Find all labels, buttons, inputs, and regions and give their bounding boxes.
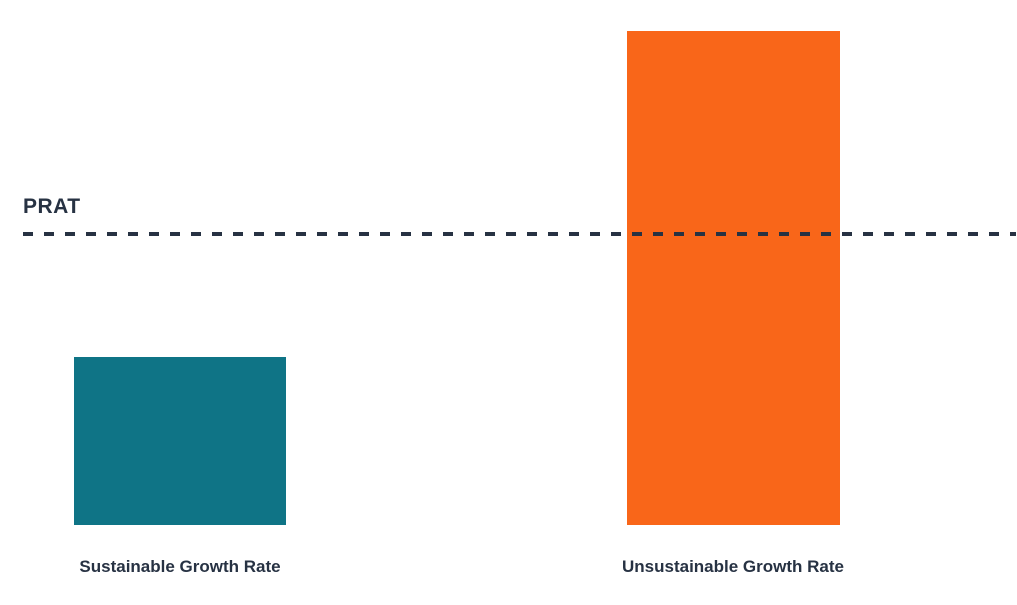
category-label-sustainable-growth-rate: Sustainable Growth Rate bbox=[79, 557, 281, 576]
prat-threshold-label: PRAT bbox=[23, 195, 81, 218]
category-label-unsustainable-growth-rate: Unsustainable Growth Rate bbox=[622, 557, 844, 576]
prat-threshold-line bbox=[23, 232, 1016, 236]
bar-sustainable-growth-rate bbox=[74, 357, 286, 525]
bar-unsustainable-growth-rate bbox=[627, 31, 840, 525]
